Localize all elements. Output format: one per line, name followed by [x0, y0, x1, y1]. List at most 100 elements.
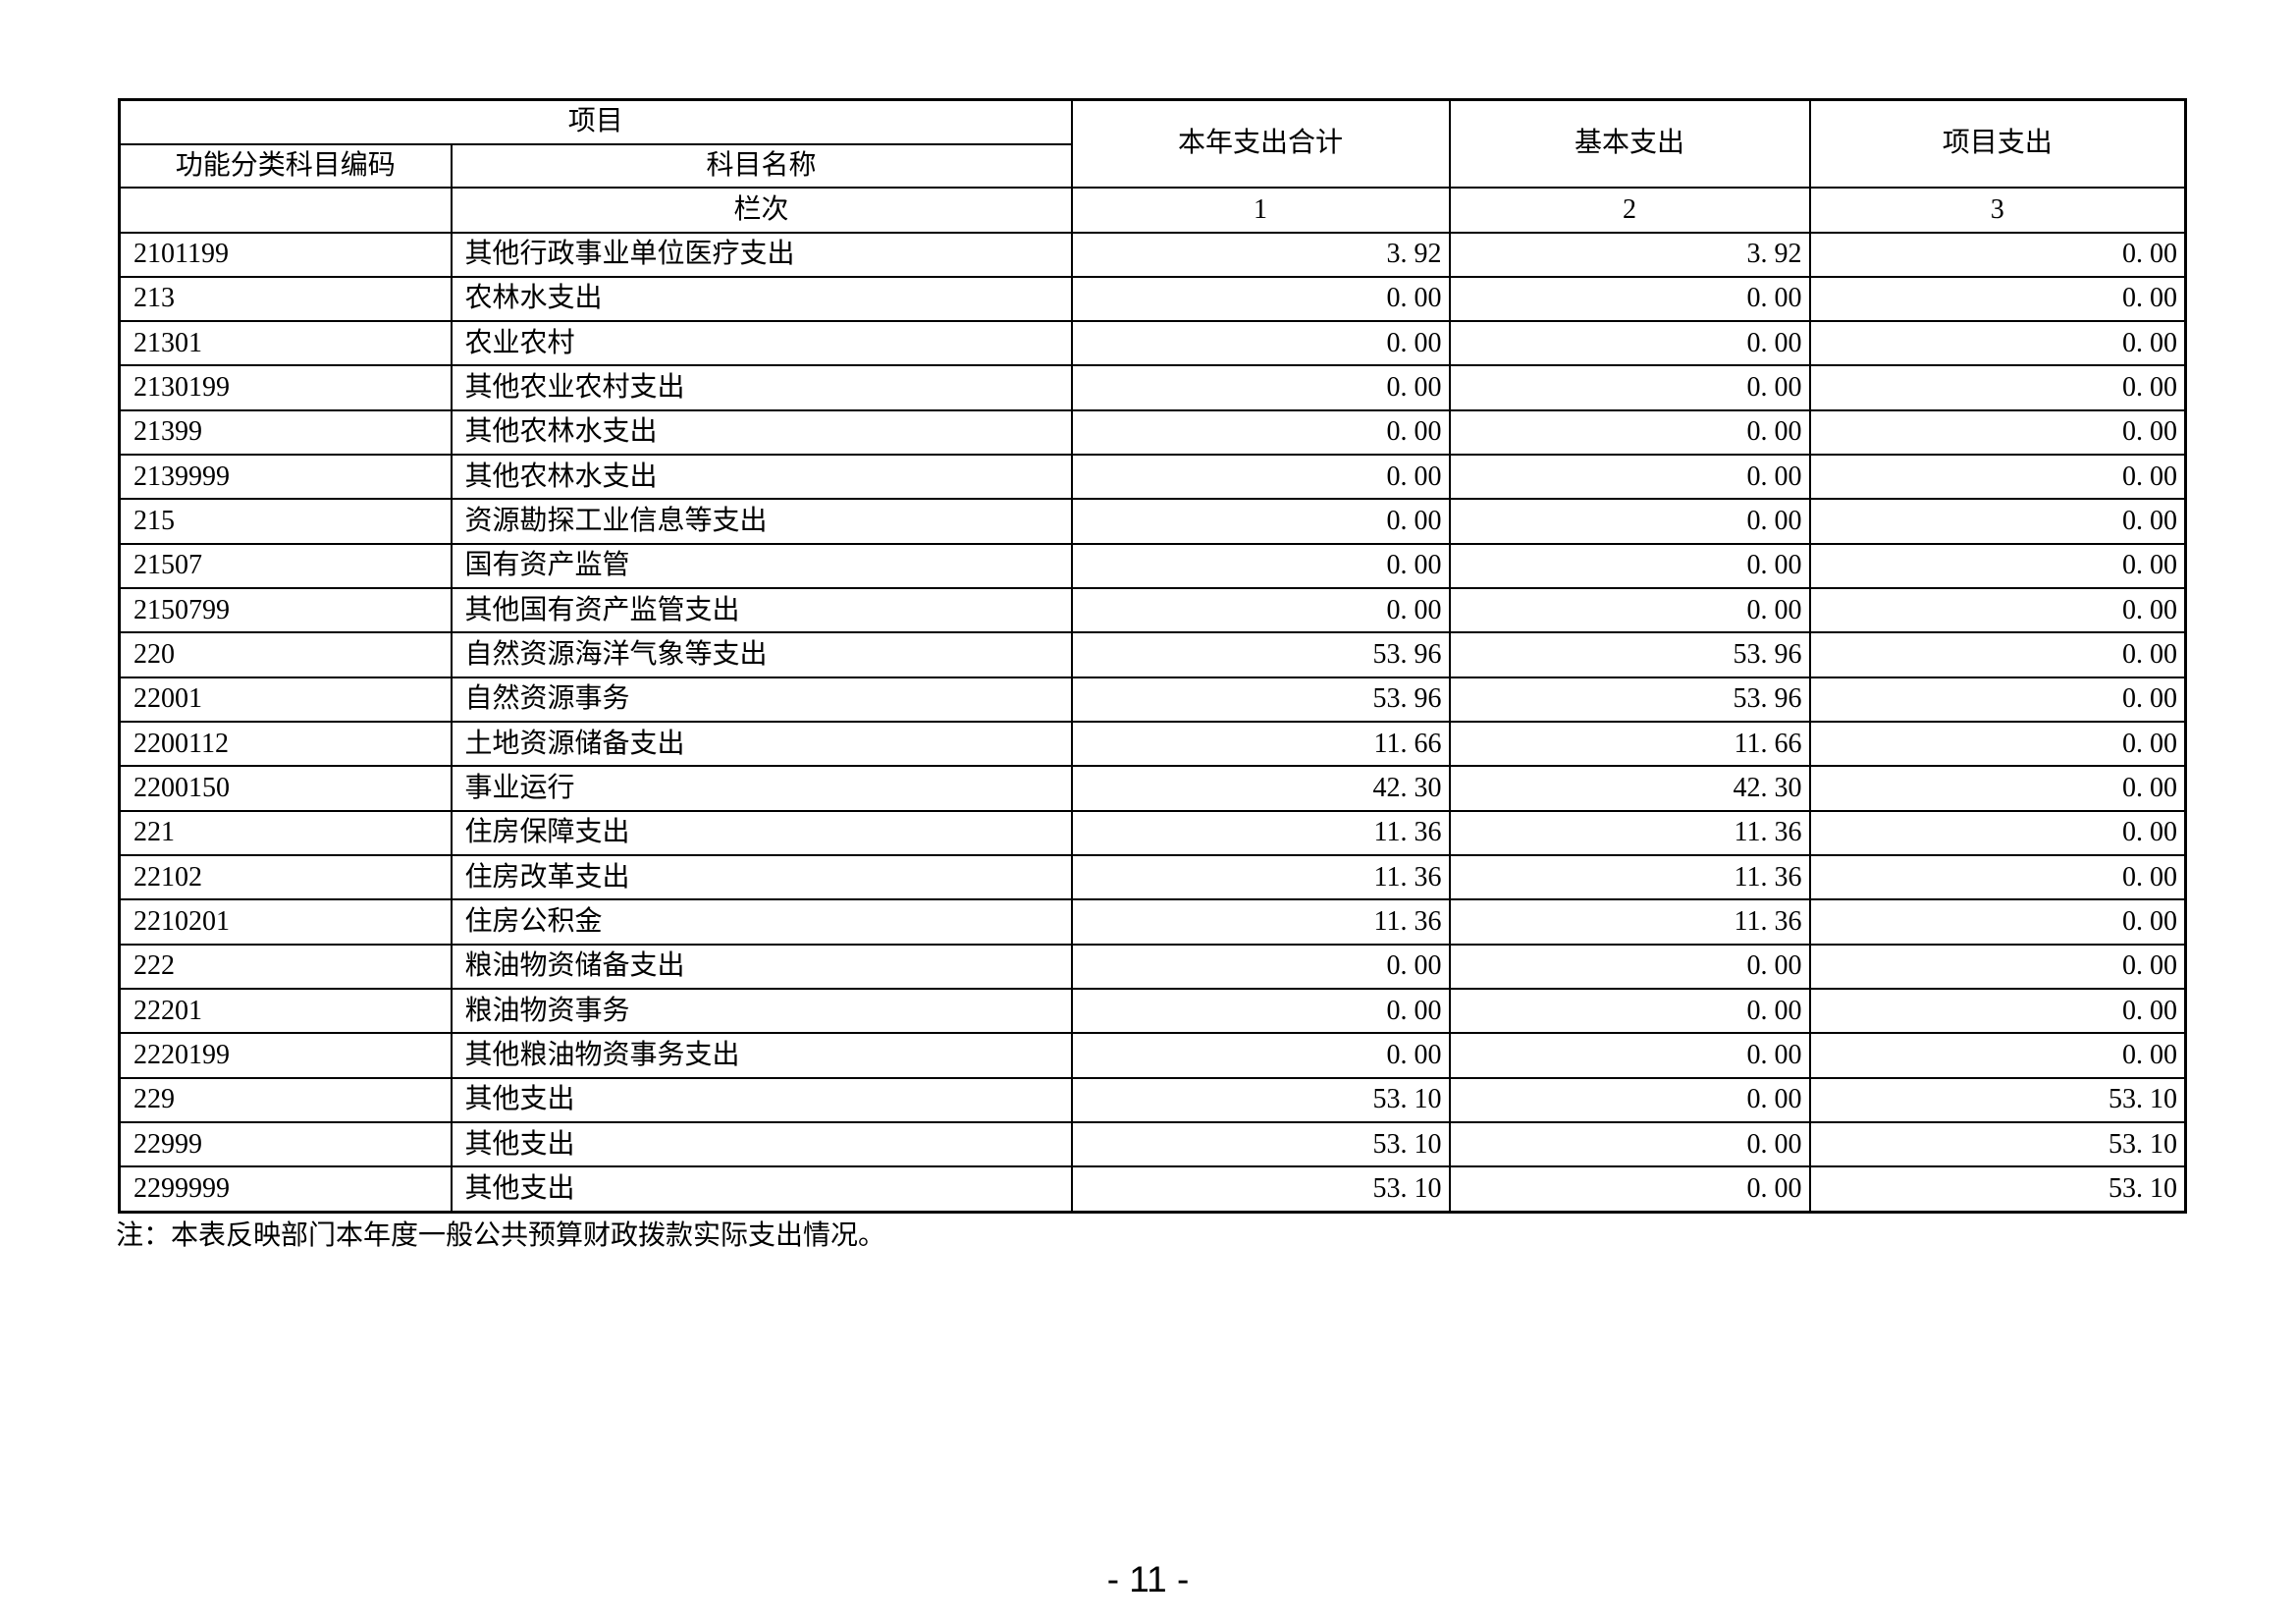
function-code-cell: 21507 [118, 542, 453, 590]
subject-name-cell: 住房保障支出 [450, 809, 1073, 857]
project-expenditure-cell: 0. 00 [1808, 542, 2187, 590]
project-expenditure-cell: 0. 00 [1808, 587, 2187, 634]
total-expenditure-cell: 0. 00 [1070, 320, 1451, 367]
table-body: 2101199 其他行政事业单位医疗支出 3. 92 3. 92 0. 00 2… [118, 231, 2187, 1214]
table-row: 21301 农业农村 0. 00 0. 00 0. 00 [118, 320, 2187, 367]
total-expenditure-cell: 0. 00 [1070, 1032, 1451, 1079]
table-row: 2150799 其他国有资产监管支出 0. 00 0. 00 0. 00 [118, 587, 2187, 634]
table-row: 2101199 其他行政事业单位医疗支出 3. 92 3. 92 0. 00 [118, 231, 2187, 278]
project-expenditure-cell: 0. 00 [1808, 631, 2187, 678]
basic-expenditure-cell: 3. 92 [1448, 231, 1811, 278]
basic-expenditure-cell: 0. 00 [1448, 988, 1811, 1035]
total-expenditure-cell: 42. 30 [1070, 765, 1451, 812]
function-code-cell: 222 [118, 943, 453, 991]
project-expenditure-cell: 0. 00 [1808, 765, 2187, 812]
header-basic-expenditure: 基本支出 [1448, 98, 1811, 189]
basic-expenditure-cell: 11. 36 [1448, 854, 1811, 901]
basic-expenditure-cell: 53. 96 [1448, 631, 1811, 678]
subject-name-cell: 其他支出 [450, 1121, 1073, 1168]
basic-expenditure-cell: 0. 00 [1448, 408, 1811, 457]
project-expenditure-cell: 53. 10 [1808, 1165, 2187, 1214]
total-expenditure-cell: 11. 36 [1070, 898, 1451, 946]
table-row: 2210201 住房公积金 11. 36 11. 36 0. 00 [118, 898, 2187, 946]
basic-expenditure-cell: 53. 96 [1448, 676, 1811, 724]
table-row: 2130199 其他农业农村支出 0. 00 0. 00 0. 00 [118, 364, 2187, 411]
header-row-1: 项目 本年支出合计 基本支出 项目支出 [118, 98, 2187, 189]
budget-table: 项目 本年支出合计 基本支出 项目支出 功能分类科目编码 科目名称 栏次 1 2… [118, 98, 2188, 1214]
project-expenditure-cell: 0. 00 [1808, 498, 2187, 545]
table-row: 229 其他支出 53. 10 0. 00 53. 10 [118, 1076, 2187, 1124]
function-code-cell: 220 [118, 631, 453, 678]
table-row: 21507 国有资产监管 0. 00 0. 00 0. 00 [118, 542, 2187, 590]
project-expenditure-cell: 53. 10 [1808, 1121, 2187, 1168]
table-row: 22001 自然资源事务 53. 96 53. 96 0. 00 [118, 676, 2187, 724]
project-expenditure-cell: 0. 00 [1808, 898, 2187, 946]
function-code-cell: 22999 [118, 1121, 453, 1168]
project-expenditure-cell: 0. 00 [1808, 676, 2187, 724]
subject-name-cell: 粮油物资储备支出 [450, 943, 1073, 991]
table-row: 2200112 土地资源储备支出 11. 66 11. 66 0. 00 [118, 721, 2187, 768]
subject-name-cell: 事业运行 [450, 765, 1073, 812]
function-code-cell: 2210201 [118, 898, 453, 946]
total-expenditure-cell: 11. 36 [1070, 809, 1451, 857]
project-expenditure-cell: 53. 10 [1808, 1076, 2187, 1124]
function-code-cell: 221 [118, 809, 453, 857]
basic-expenditure-cell: 11. 66 [1448, 721, 1811, 768]
function-code-cell: 22102 [118, 854, 453, 901]
function-code-cell: 22001 [118, 676, 453, 724]
basic-expenditure-cell: 0. 00 [1448, 587, 1811, 634]
table-row: 2139999 其他农林水支出 0. 00 0. 00 0. 00 [118, 454, 2187, 501]
subject-name-cell: 其他粮油物资事务支出 [450, 1032, 1073, 1079]
project-expenditure-cell: 0. 00 [1808, 854, 2187, 901]
basic-expenditure-cell: 11. 36 [1448, 898, 1811, 946]
project-expenditure-cell: 0. 00 [1808, 988, 2187, 1035]
basic-expenditure-cell: 0. 00 [1448, 1032, 1811, 1079]
table-row: 2220199 其他粮油物资事务支出 0. 00 0. 00 0. 00 [118, 1032, 2187, 1079]
function-code-cell: 21399 [118, 408, 453, 457]
subject-name-cell: 资源勘探工业信息等支出 [450, 498, 1073, 545]
table-row: 22102 住房改革支出 11. 36 11. 36 0. 00 [118, 854, 2187, 901]
header-total-expenditure: 本年支出合计 [1070, 98, 1451, 189]
total-expenditure-cell: 0. 00 [1070, 587, 1451, 634]
subject-name-cell: 其他行政事业单位医疗支出 [450, 231, 1073, 278]
header-function-code: 功能分类科目编码 [118, 142, 453, 189]
page-number: - 11 - [1106, 1559, 1190, 1599]
total-expenditure-cell: 53. 10 [1070, 1121, 1451, 1168]
table-row: 213 农林水支出 0. 00 0. 00 0. 00 [118, 275, 2187, 323]
function-code-cell: 2130199 [118, 364, 453, 411]
total-expenditure-cell: 0. 00 [1070, 498, 1451, 545]
project-expenditure-cell: 0. 00 [1808, 364, 2187, 411]
function-code-cell: 2139999 [118, 454, 453, 501]
total-expenditure-cell: 0. 00 [1070, 275, 1451, 323]
total-expenditure-cell: 53. 96 [1070, 676, 1451, 724]
function-code-cell: 229 [118, 1076, 453, 1124]
total-expenditure-cell: 53. 10 [1070, 1076, 1451, 1124]
total-expenditure-cell: 11. 36 [1070, 854, 1451, 901]
lanci-col-number-2: 2 [1448, 186, 1811, 234]
total-expenditure-cell: 3. 92 [1070, 231, 1451, 278]
subject-name-cell: 粮油物资事务 [450, 988, 1073, 1035]
function-code-cell: 2200150 [118, 765, 453, 812]
total-expenditure-cell: 0. 00 [1070, 408, 1451, 457]
header-project-expenditure: 项目支出 [1808, 98, 2187, 189]
basic-expenditure-cell: 0. 00 [1448, 275, 1811, 323]
basic-expenditure-cell: 0. 00 [1448, 1076, 1811, 1124]
table-row: 21399 其他农林水支出 0. 00 0. 00 0. 00 [118, 408, 2187, 457]
lanci-empty-cell [118, 186, 453, 234]
total-expenditure-cell: 0. 00 [1070, 988, 1451, 1035]
subject-name-cell: 其他农林水支出 [450, 454, 1073, 501]
basic-expenditure-cell: 0. 00 [1448, 542, 1811, 590]
basic-expenditure-cell: 11. 36 [1448, 809, 1811, 857]
function-code-cell: 2200112 [118, 721, 453, 768]
project-expenditure-cell: 0. 00 [1808, 231, 2187, 278]
function-code-cell: 21301 [118, 320, 453, 367]
subject-name-cell: 住房改革支出 [450, 854, 1073, 901]
total-expenditure-cell: 0. 00 [1070, 943, 1451, 991]
project-expenditure-cell: 0. 00 [1808, 943, 2187, 991]
table-row: 221 住房保障支出 11. 36 11. 36 0. 00 [118, 809, 2187, 857]
header-subject-name: 科目名称 [450, 142, 1073, 189]
subject-name-cell: 其他国有资产监管支出 [450, 587, 1073, 634]
subject-name-cell: 土地资源储备支出 [450, 721, 1073, 768]
function-code-cell: 2101199 [118, 231, 453, 278]
subject-name-cell: 农林水支出 [450, 275, 1073, 323]
